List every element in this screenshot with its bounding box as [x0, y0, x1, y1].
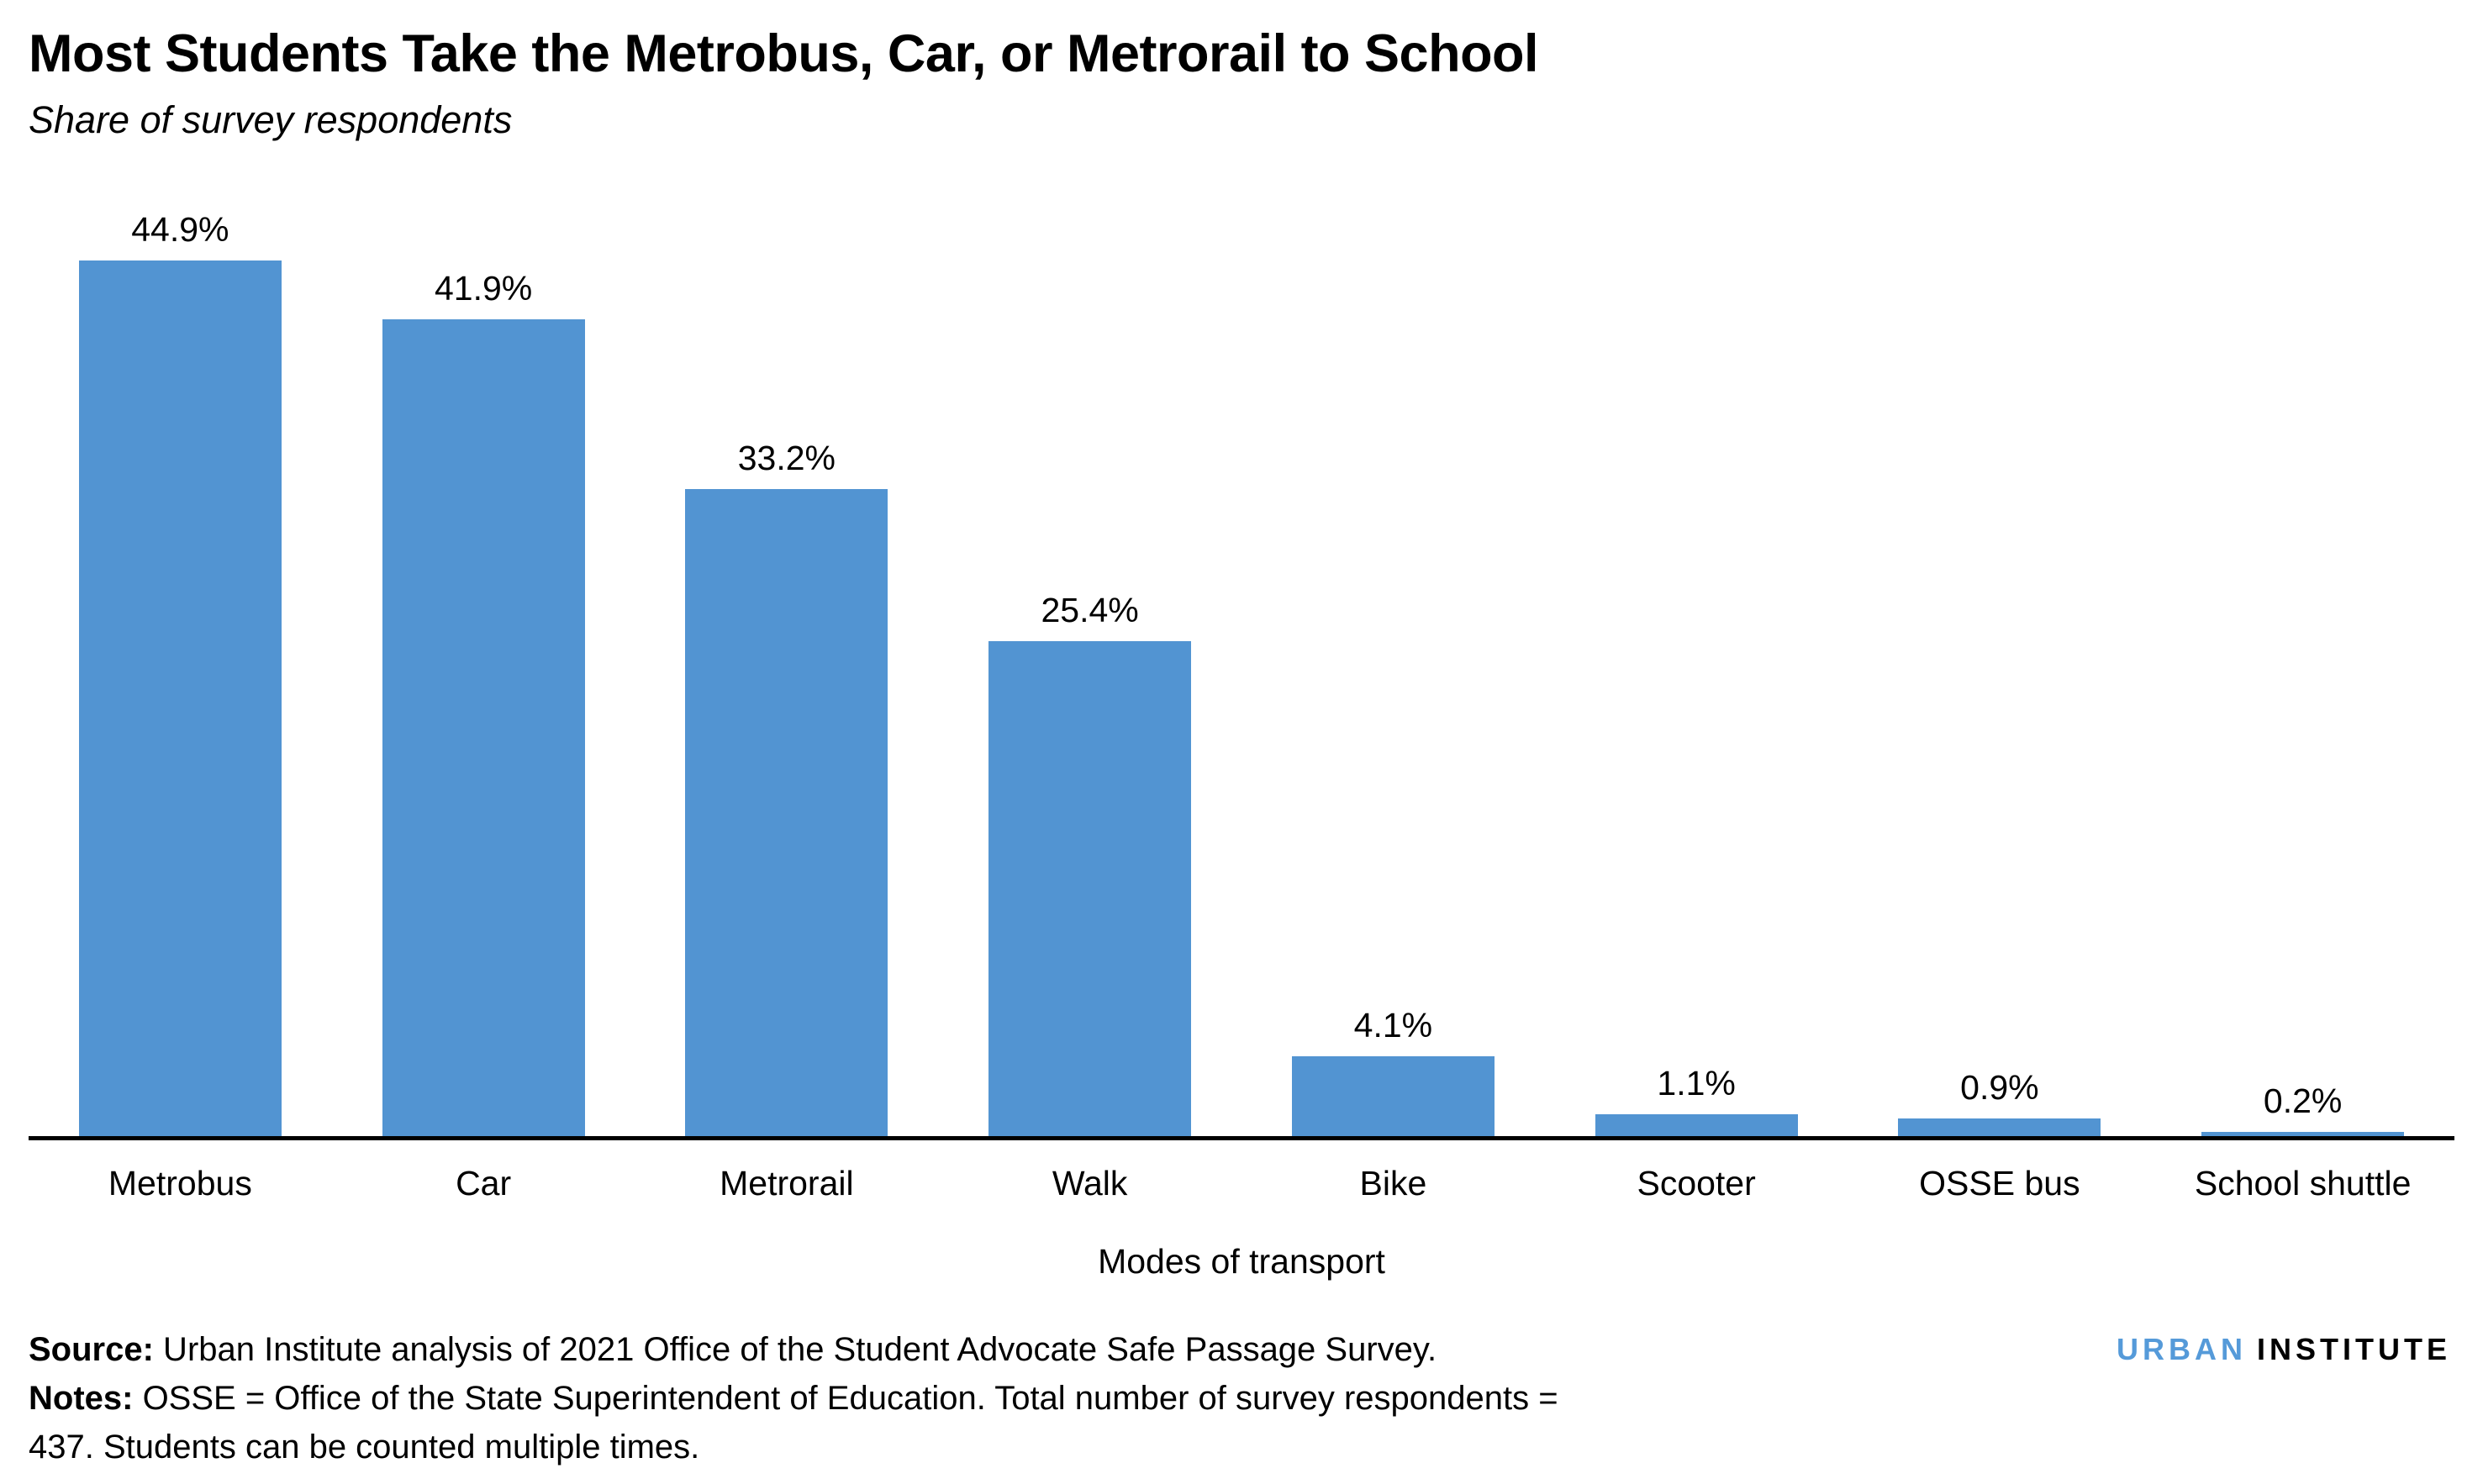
- x-axis-title: Modes of transport: [1098, 1242, 1385, 1281]
- notes-label: Notes:: [29, 1380, 134, 1418]
- bar-value-label: 0.9%: [1960, 1068, 2039, 1108]
- bar-column: 1.1%: [1545, 161, 1848, 1137]
- page-root: Most Students Take the Metrobus, Car, or…: [29, 24, 2454, 1471]
- logo-word-institute: INSTITUTE: [2257, 1332, 2451, 1367]
- category-label: Bike: [1359, 1164, 1427, 1203]
- footer: Source: Urban Institute analysis of 2021…: [29, 1325, 2454, 1471]
- source-label: Source:: [29, 1331, 154, 1369]
- bar: [382, 319, 585, 1137]
- category-label: Metrorail: [720, 1164, 854, 1203]
- source-text: Urban Institute analysis of 2021 Office …: [153, 1331, 1437, 1369]
- bar-column: 0.9%: [1848, 161, 2152, 1137]
- category-axis: Metrobus Car Metrorail Walk Bike Scooter OSSE …: [29, 1140, 2454, 1203]
- category-label: School shuttle: [2194, 1164, 2412, 1203]
- bar-column: 41.9%: [332, 161, 635, 1137]
- notes-text: OSSE = Office of the State Superintenden…: [29, 1380, 1558, 1466]
- x-axis-line: [29, 1136, 2454, 1141]
- urban-institute-logo: URBAN INSTITUTE: [2117, 1325, 2454, 1367]
- bar-value-label: 4.1%: [1353, 1006, 1433, 1045]
- chart-title: Most Students Take the Metrobus, Car, or…: [29, 24, 1539, 83]
- category-label: Walk: [1052, 1164, 1128, 1203]
- category-label: Car: [456, 1164, 512, 1203]
- bar-value-label: 33.2%: [737, 439, 836, 478]
- bar-column: 25.4%: [938, 161, 1242, 1137]
- bar-value-label: 25.4%: [1041, 591, 1139, 630]
- chart-subtitle: Share of survey respondents: [29, 98, 513, 142]
- bar-column: 4.1%: [1242, 161, 1545, 1137]
- chart-area: 44.9% 41.9% 33.2% 25.4% 4.1% 1.1% 0.9% 0.2% Met…: [29, 161, 2454, 1281]
- category-label: OSSE bus: [1919, 1164, 2080, 1203]
- bar-column: 0.2%: [2151, 161, 2454, 1137]
- bar-column: 33.2%: [635, 161, 939, 1137]
- bar-value-label: 0.2%: [2263, 1081, 2343, 1121]
- notes-line: Notes: OSSE = Office of the State Superi…: [29, 1380, 1558, 1466]
- bar-value-label: 1.1%: [1657, 1064, 1736, 1103]
- logo-word-urban: URBAN: [2117, 1332, 2247, 1367]
- bar-column: 44.9%: [29, 161, 332, 1137]
- bar-value-label: 44.9%: [131, 210, 229, 250]
- category-label: Metrobus: [108, 1164, 252, 1203]
- bar: [78, 260, 282, 1137]
- source-line: Source: Urban Institute analysis of 2021…: [29, 1331, 1437, 1368]
- bar: [685, 489, 888, 1137]
- category-label: Scooter: [1637, 1164, 1756, 1203]
- bar: [1595, 1114, 1798, 1137]
- plot-area: 44.9% 41.9% 33.2% 25.4% 4.1% 1.1% 0.9% 0.2%: [29, 161, 2454, 1137]
- bar: [1291, 1056, 1495, 1137]
- bar-value-label: 41.9%: [434, 269, 533, 308]
- bar: [2201, 1132, 2405, 1137]
- bar: [988, 641, 1192, 1137]
- bar: [1898, 1118, 2101, 1137]
- footnotes: Source: Urban Institute analysis of 2021…: [29, 1325, 1626, 1471]
